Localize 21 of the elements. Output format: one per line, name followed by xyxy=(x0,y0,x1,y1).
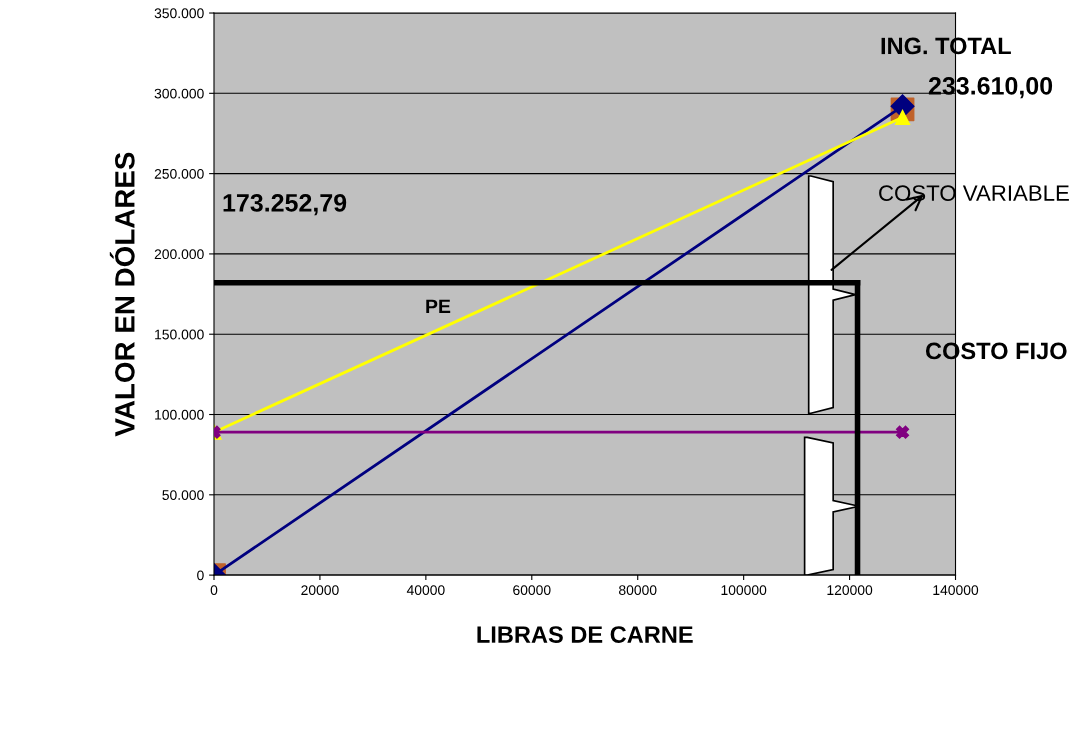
y-tick-label: 250.000 xyxy=(154,168,204,179)
y-tick-label: 350.000 xyxy=(154,8,204,19)
y-tick-label: 100.000 xyxy=(155,409,204,420)
annotation: COSTO VARIABLE xyxy=(879,185,1069,201)
y-tick-label: 150.000 xyxy=(155,329,204,340)
x-axis-title: LIBRAS DE CARNE xyxy=(477,626,693,643)
annotation: PE xyxy=(426,299,451,314)
y-tick-label: 50.000 xyxy=(162,490,204,500)
x-tick-label: 120000 xyxy=(827,585,873,596)
x-tick-label: 40000 xyxy=(406,585,445,596)
x-tick-label: 0 xyxy=(210,585,218,596)
x-tick-label: 140000 xyxy=(933,585,979,596)
x-tick-label: 80000 xyxy=(619,585,657,596)
x-tick-label: 100000 xyxy=(721,585,767,596)
y-tick-label: 0 xyxy=(197,570,204,581)
y-axis-title: VALOR EN DÓLARES xyxy=(109,152,135,437)
x-tick-label: 20000 xyxy=(301,585,339,596)
x-tick-label: 60000 xyxy=(513,585,551,596)
y-tick-label: 300.000 xyxy=(154,88,204,99)
y-tick-label: 200.000 xyxy=(154,249,204,260)
annotation: 173.252,79 xyxy=(223,194,347,216)
